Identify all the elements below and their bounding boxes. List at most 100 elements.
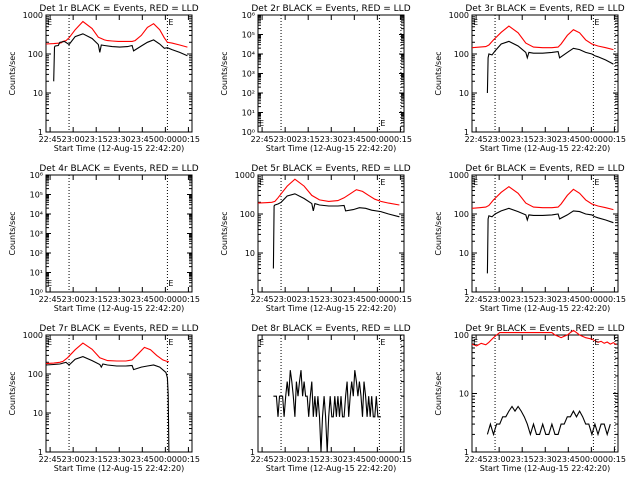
y-axis-label: Counts/sec [434, 211, 443, 255]
y-axis-label: Counts/sec [8, 211, 17, 255]
x-tick-label: 23:00 [62, 135, 85, 144]
detector-panel-6: Det 6r BLACK = Events, RED = LLD 1 10 100 10… [434, 164, 626, 313]
x-tick-label: 00:00 [580, 135, 603, 144]
x-tick-label: 23:15 [511, 455, 534, 464]
x-tick-label: 23:30 [534, 295, 557, 304]
x-tick-label: 23:30 [108, 135, 131, 144]
detector-panel-3: Det 3r BLACK = Events, RED = LLD 1 10 100 10… [434, 4, 626, 153]
x-axis-label: Start Time (12-Aug-15 22:42:20) [54, 464, 185, 473]
x-tick-label: 23:00 [488, 295, 511, 304]
event-rate-line [486, 40, 614, 94]
y-axis-label: Counts/sec [220, 211, 229, 255]
y-tick-label: 1 [250, 448, 255, 457]
x-tick-label: 23:30 [534, 455, 557, 464]
y-tick-label: 1000 [235, 171, 255, 180]
y-axis-label: Counts/sec [8, 371, 17, 415]
plot-frame [45, 174, 193, 293]
detector-panel-1: Det 1r BLACK = Events, RED = LLD 1 10 100 10… [8, 4, 200, 153]
e-marker-label: E [168, 279, 173, 288]
x-tick-label: 22:45 [39, 135, 62, 144]
e-marker-label: E [380, 178, 385, 187]
chart-title: Det 2r BLACK = Events, RED = LLD [251, 4, 410, 14]
event-rate-line [273, 370, 381, 453]
lld-rate-line [471, 25, 614, 51]
y-tick-label: 10¹ [30, 269, 43, 278]
x-tick-label: 00:00 [580, 455, 603, 464]
e-marker-label: E [168, 18, 173, 27]
x-axis-label: Start Time (12-Aug-15 22:42:20) [54, 304, 185, 313]
x-tick-label: 23:45 [557, 455, 580, 464]
y-tick-label: 10⁰ [30, 288, 43, 297]
chart-title: Det 6r BLACK = Events, RED = LLD [465, 164, 624, 174]
x-axis-label: Start Time (12-Aug-15 22:42:20) [266, 304, 397, 313]
y-tick-label: 1000 [449, 11, 469, 20]
x-tick-label: 23:15 [297, 135, 320, 144]
e-marker-label: E [47, 279, 52, 288]
y-tick-label: 10⁴ [242, 50, 255, 59]
x-tick-label: 22:45 [39, 295, 62, 304]
x-tick-label: 00:15 [177, 455, 200, 464]
y-tick-label: 100 [240, 210, 255, 219]
e-marker-label: E [594, 178, 599, 187]
y-tick-label: 10 [459, 249, 469, 258]
plot-frame [471, 174, 619, 293]
x-tick-label: 00:00 [366, 455, 389, 464]
x-tick-label: 00:00 [154, 135, 177, 144]
y-tick-label: 100 [454, 331, 469, 340]
x-tick-label: 00:15 [177, 295, 200, 304]
x-tick-label: 00:15 [603, 295, 626, 304]
x-tick-label: 23:00 [274, 295, 297, 304]
x-tick-label: 00:15 [177, 135, 200, 144]
x-tick-label: 00:00 [580, 295, 603, 304]
x-tick-label: 23:15 [85, 135, 108, 144]
x-tick-label: 00:00 [366, 135, 389, 144]
lld-rate-line [471, 329, 617, 347]
e-marker-label: E [47, 18, 52, 27]
x-tick-label: 23:15 [511, 135, 534, 144]
chart-title: Det 5r BLACK = Events, RED = LLD [251, 164, 410, 174]
x-tick-label: 23:45 [343, 455, 366, 464]
y-tick-label: 10 [459, 390, 469, 399]
detector-panel-9: Det 9r BLACK = Events, RED = LLD 1 10 100 22… [434, 324, 626, 473]
x-tick-label: 22:45 [251, 455, 274, 464]
e-marker-label: E [594, 18, 599, 27]
x-axis-label: Start Time (12-Aug-15 22:42:20) [266, 464, 397, 473]
chart-title: Det 8r BLACK = Events, RED = LLD [251, 324, 410, 334]
x-tick-label: 23:45 [131, 135, 154, 144]
chart-title: Det 7r BLACK = Events, RED = LLD [39, 324, 198, 334]
x-tick-label: 23:45 [343, 295, 366, 304]
y-tick-label: 10¹ [242, 109, 255, 118]
x-tick-label: 00:00 [366, 295, 389, 304]
x-tick-label: 23:00 [274, 455, 297, 464]
x-tick-label: 23:30 [320, 135, 343, 144]
x-tick-label: 23:15 [511, 295, 534, 304]
x-tick-label: 23:30 [320, 455, 343, 464]
e-marker-label: E [473, 178, 478, 187]
y-tick-label: 10 [459, 89, 469, 98]
x-tick-label: 23:45 [131, 295, 154, 304]
y-tick-label: 10⁶ [30, 171, 43, 180]
x-tick-label: 23:30 [320, 295, 343, 304]
y-tick-label: 100 [28, 370, 43, 379]
x-tick-label: 23:00 [488, 135, 511, 144]
x-tick-label: 23:00 [62, 455, 85, 464]
x-tick-label: 00:15 [603, 135, 626, 144]
x-tick-label: 00:15 [389, 295, 412, 304]
x-tick-label: 00:15 [389, 455, 412, 464]
y-tick-label: 10³ [30, 230, 43, 239]
y-tick-label: 1000 [23, 11, 43, 20]
x-tick-label: 23:15 [85, 455, 108, 464]
x-tick-label: 23:30 [108, 455, 131, 464]
y-axis-label: Counts/sec [220, 51, 229, 95]
y-tick-label: 1 [38, 448, 43, 457]
plot-frame [471, 14, 619, 133]
x-tick-label: 23:45 [557, 135, 580, 144]
e-marker-label: E [380, 119, 385, 128]
plot-frame [257, 334, 405, 453]
chart-title: Det 4r BLACK = Events, RED = LLD [39, 164, 198, 174]
x-axis-label: Start Time (12-Aug-15 22:42:20) [266, 144, 397, 153]
y-tick-label: 100 [28, 50, 43, 59]
x-tick-label: 23:45 [557, 295, 580, 304]
x-axis-label: Start Time (12-Aug-15 22:42:20) [480, 304, 611, 313]
